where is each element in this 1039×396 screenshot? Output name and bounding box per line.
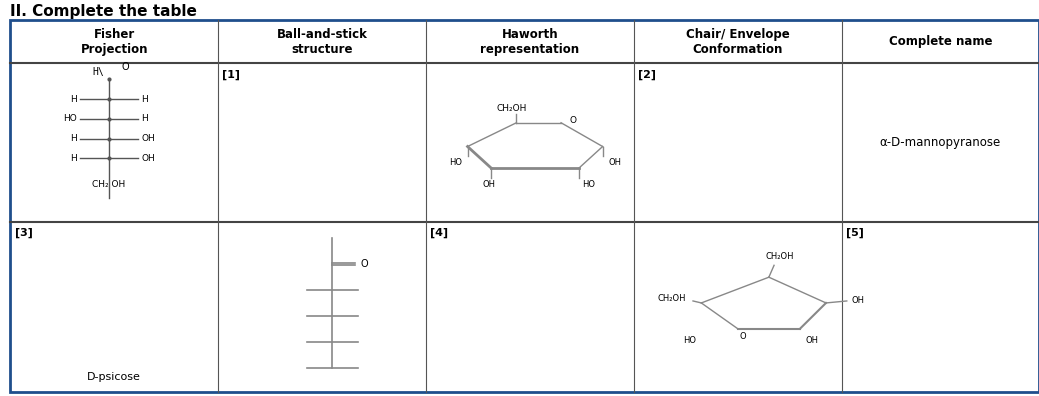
Text: OH: OH bbox=[141, 134, 155, 143]
Text: [5]: [5] bbox=[846, 228, 863, 238]
Text: CH₂OH: CH₂OH bbox=[765, 252, 794, 261]
Text: CH₂OH: CH₂OH bbox=[658, 295, 686, 303]
Text: H: H bbox=[71, 95, 77, 103]
Text: Complete name: Complete name bbox=[888, 35, 992, 48]
Text: α-D-mannopyranose: α-D-mannopyranose bbox=[880, 136, 1001, 149]
Text: CH₂OH: CH₂OH bbox=[496, 104, 527, 113]
Text: O: O bbox=[122, 62, 129, 72]
Text: H: H bbox=[141, 114, 148, 123]
Text: H: H bbox=[71, 134, 77, 143]
Text: CH₂ OH: CH₂ OH bbox=[92, 180, 126, 189]
Text: Haworth
representation: Haworth representation bbox=[480, 28, 580, 55]
Text: OH: OH bbox=[483, 180, 496, 189]
Text: D-psicose: D-psicose bbox=[87, 372, 141, 382]
Text: HO: HO bbox=[63, 114, 77, 123]
Text: H\: H\ bbox=[92, 67, 104, 77]
Text: O: O bbox=[569, 116, 577, 125]
Text: [1]: [1] bbox=[222, 69, 240, 80]
Text: OH: OH bbox=[141, 154, 155, 163]
Text: II. Complete the table: II. Complete the table bbox=[10, 4, 197, 19]
Text: H: H bbox=[141, 95, 148, 103]
Text: Chair/ Envelope
Conformation: Chair/ Envelope Conformation bbox=[686, 28, 790, 55]
Text: HO: HO bbox=[449, 158, 462, 168]
Text: [2]: [2] bbox=[638, 69, 656, 80]
Text: HO: HO bbox=[582, 180, 595, 189]
Text: O: O bbox=[740, 332, 746, 341]
Text: Fisher
Projection: Fisher Projection bbox=[81, 28, 148, 55]
Text: O: O bbox=[361, 259, 368, 269]
Text: OH: OH bbox=[609, 158, 622, 168]
Text: HO: HO bbox=[683, 336, 696, 345]
Text: [4]: [4] bbox=[430, 228, 448, 238]
Text: OH: OH bbox=[805, 336, 819, 345]
Text: Ball-and-stick
structure: Ball-and-stick structure bbox=[276, 28, 368, 55]
Text: [3]: [3] bbox=[15, 228, 32, 238]
Text: H: H bbox=[71, 154, 77, 163]
Text: OH: OH bbox=[852, 297, 865, 305]
